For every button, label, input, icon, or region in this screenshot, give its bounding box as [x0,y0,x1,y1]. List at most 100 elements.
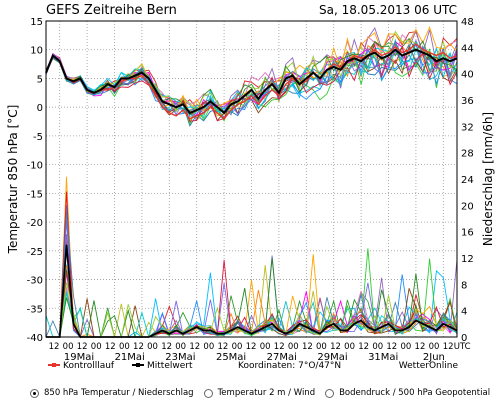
temperature-layer [45,26,458,127]
left-tick-label-5: -10 [27,161,43,172]
left-tick-label-2: 5 [37,74,43,85]
chart-title: GEFS Zeitreihe Bern [46,3,177,18]
temp-member-1 [45,40,458,119]
radio-850hpa[interactable]: 850 hPa Temperatur / Niederschlag [30,388,194,398]
x-hour-label-25: 00 [400,342,411,352]
right-tick-label-3: 36 [461,96,474,107]
x-hour-label-28: 12 [443,342,454,352]
x-date-label-3: 25Mai [216,352,246,363]
x-hour-label-7: 00 [147,342,158,352]
precip-member-16 [46,220,458,338]
x-hour-label-6: 12 [133,342,144,352]
x-hour-label-26: 12 [415,342,426,352]
x-hour-label-18: 12 [302,342,313,352]
legend-label-mittelwert: Mittelwert [147,361,193,371]
x-hour-label-17: 00 [288,342,299,352]
chart-variant-selector: 850 hPa Temperatur / Niederschlag Temper… [0,382,500,404]
left-tick-label-7: -20 [27,218,43,229]
credit-label: WetterOnline [399,361,459,371]
radio-label-bodendruck: Bodendruck / 500 hPa Geopotential [339,388,491,398]
precip-member-12 [46,205,458,338]
right-tick-label-10: 8 [461,280,467,291]
left-tick-label-3: 0 [37,103,43,114]
y-right-label: Niederschlag [mm/6h] [481,112,495,246]
x-hour-label-20: 12 [330,342,341,352]
legend-label-kontrolllauf: Kontrolllauf [63,361,115,371]
x-hour-label-9: 00 [175,342,186,352]
x-date-label-5: 29Mai [317,352,347,363]
x-hour-label-11: 00 [203,342,214,352]
right-tick-label-2: 40 [461,70,474,81]
x-hour-label-2: 12 [77,342,88,352]
x-hour-label-15: 00 [260,342,271,352]
radio-label-2m: Temperatur 2 m / Wind [217,388,316,398]
left-tick-label-0: 15 [30,17,43,28]
x-axis-dates: 19Mai 21Mai 23Mai 25Mai 27Mai 29Mai 31Mai 2Jun [64,352,445,363]
x-hour-label-13: 00 [232,342,243,352]
run-date: Sa, 18.05.2013 06 UTC [319,3,457,17]
x-date-label-0: 19Mai [64,352,94,363]
x-hour-label-29: UTC [454,342,471,352]
radio-label-850hpa: 850 hPa Temperatur / Niederschlag [44,388,194,398]
x-hour-label-22: 12 [358,342,369,352]
x-hour-label-16: 12 [274,342,285,352]
precip-member-2 [46,243,458,338]
y-left-label: Temperatur 850 hPa [°C] [6,105,20,255]
x-date-label-4: 27Mai [267,352,297,363]
x-hour-label-3: 00 [91,342,102,352]
x-date-label-7: 2Jun [423,352,445,363]
x-hour-label-21: 00 [344,342,355,352]
x-hour-label-5: 00 [119,342,130,352]
radio-dot-850hpa[interactable] [30,388,39,398]
radio-bodendruck[interactable]: Bodendruck / 500 hPa Geopotential [325,388,490,398]
x-hour-label-1: 00 [63,342,74,352]
x-hour-label-8: 12 [161,342,172,352]
temp-member-4 [45,31,458,109]
x-date-label-1: 21Mai [115,352,145,363]
right-tick-label-11: 4 [461,307,467,318]
x-hour-label-24: 12 [386,342,397,352]
precip-member-4 [46,242,458,338]
radio-2m[interactable]: Temperatur 2 m / Wind [203,388,316,398]
left-tick-label-4: -5 [33,132,43,143]
temp-member-20 [45,30,458,116]
x-axis-hours: 12 00 12 00 12 00 12 00 12 00 12 00 12 00 12 00 12 00 12 00… [49,342,471,352]
x-date-label-2: 23Mai [165,352,195,363]
legend: Kontrolllauf Mittelwert Koordinaten: 7°O… [48,361,458,371]
right-tick-label-0: 48 [461,17,474,28]
temp-mean-line [45,48,458,115]
x-hour-label-0: 12 [49,342,60,352]
x-hour-label-23: 00 [372,342,383,352]
x-hour-label-10: 12 [189,342,200,352]
legend-marker-mittelwert [136,363,140,367]
coordinates-label: Koordinaten: 7°O/47°N [238,361,341,371]
right-tick-label-1: 44 [461,43,474,54]
radio-dot-2m[interactable] [203,388,213,398]
x-date-label-6: 31Mai [368,352,398,363]
left-axis: 15 10 5 0 -5 -10 -15 -20 -25 -30 -35 -40 [27,17,43,344]
left-tick-label-9: -30 [27,276,43,287]
right-tick-label-6: 24 [461,175,474,186]
legend-marker-kontrolllauf [52,363,56,367]
plot-frame [45,20,458,338]
x-hour-label-19: 00 [316,342,327,352]
right-tick-label-9: 12 [461,254,474,265]
left-tick-label-6: -15 [27,189,43,200]
x-hour-label-4: 12 [105,342,116,352]
right-tick-label-12: 0 [461,333,467,344]
left-tick-label-1: 10 [30,46,43,57]
radio-dot-bodendruck[interactable] [325,388,335,398]
right-tick-label-7: 20 [461,201,474,212]
x-hour-label-27: 00 [429,342,440,352]
right-tick-label-4: 32 [461,122,474,133]
right-tick-label-5: 28 [461,149,474,160]
left-tick-label-8: -25 [27,247,43,258]
right-tick-label-8: 16 [461,228,474,239]
x-hour-label-14: 12 [246,342,257,352]
gefs-chart: GEFS Zeitreihe Bern Sa, 18.05.2013 06 UT… [6,3,495,371]
precip-member-1 [46,205,458,338]
temp-member-18 [45,43,458,122]
left-tick-label-11: -40 [27,333,43,344]
left-tick-label-10: -35 [27,304,43,315]
